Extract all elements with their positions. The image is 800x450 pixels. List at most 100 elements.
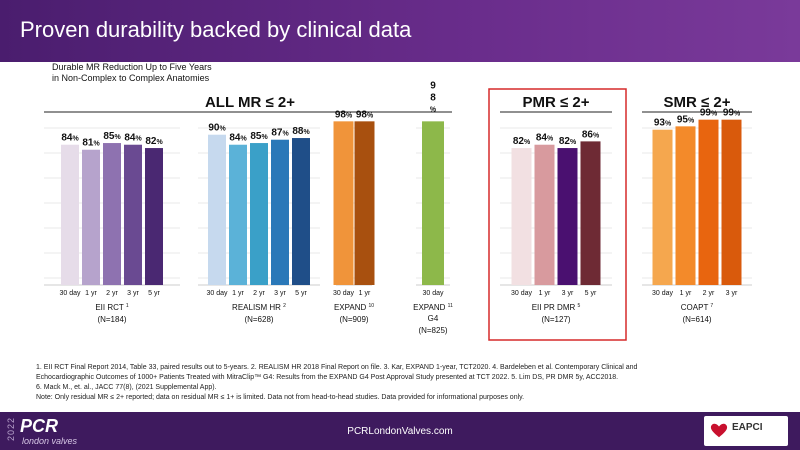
group-label-text: EXPAND	[334, 303, 369, 312]
group-label-superscript: 5	[578, 303, 581, 309]
data-label-unit: %	[688, 117, 695, 124]
data-label: 98%	[335, 109, 353, 120]
data-label-unit: %	[593, 132, 600, 139]
group-label-text: EII PR DMR	[532, 303, 578, 312]
group-label-superscript: 1	[126, 303, 129, 309]
bar	[124, 144, 142, 285]
data-label-value: 90	[208, 123, 220, 134]
group-label-line-2: G4	[428, 314, 439, 323]
x-tick-label: 1 yr	[232, 290, 244, 297]
chart-subtitle: Durable MR Reduction Up to Five Years in…	[52, 62, 212, 84]
data-label-value: 82	[513, 136, 525, 147]
data-label: 84%	[536, 133, 554, 144]
bar	[229, 144, 247, 285]
x-tick-label: 5 yr	[585, 290, 597, 297]
footnote-line-3: 6. Mack M., et. al., JACC 77(8), (2021 S…	[36, 384, 217, 391]
bar	[271, 139, 289, 285]
data-label-unit: %	[135, 136, 142, 143]
bar	[354, 121, 375, 285]
x-tick-label: 30 day	[333, 290, 355, 297]
x-tick-label: 5 yr	[295, 290, 307, 297]
x-tick-label: 3 yr	[274, 290, 286, 297]
data-label-unit: %	[547, 136, 554, 143]
pcr-logo: PCR	[20, 416, 59, 436]
data-label: 90%	[208, 123, 226, 134]
data-label-unit: %	[734, 111, 741, 118]
bar	[652, 129, 673, 285]
data-label-unit: %	[219, 126, 226, 133]
group-sample-size: (N=909)	[339, 315, 368, 324]
data-label-value: 98	[335, 109, 347, 120]
group-sample-size: (N=825)	[418, 326, 447, 335]
x-tick-label: 1 yr	[359, 290, 371, 297]
data-label-unit: %	[240, 136, 247, 143]
pmr-highlight-box	[488, 88, 627, 341]
x-tick-label: 3 yr	[562, 290, 574, 297]
data-label-value: 84	[536, 133, 548, 144]
footnote-line-4: Note: Only residual MR ≤ 2+ reported; da…	[36, 394, 525, 401]
group-label-superscript: 10	[368, 303, 374, 309]
subtitle-line-1: Durable MR Reduction Up to Five Years	[52, 62, 212, 72]
title-bar: Proven durability backed by clinical dat…	[0, 0, 800, 62]
data-label-value: 99	[723, 108, 735, 119]
data-label-unit: %	[367, 112, 374, 119]
data-label: 82%	[513, 136, 531, 147]
data-label-value: 95	[677, 114, 689, 125]
data-label: 9	[430, 80, 436, 91]
group-sample-size: (N=614)	[682, 315, 711, 324]
data-label-unit: %	[114, 134, 121, 141]
x-tick-label: 3 yr	[127, 290, 139, 297]
group-sample-size: (N=628)	[244, 315, 273, 324]
data-label: 82%	[145, 136, 163, 147]
footer-url[interactable]: PCRLondonValves.com	[347, 426, 453, 437]
data-label-unit: %	[72, 136, 79, 143]
x-tick-label: 30 day	[59, 290, 81, 297]
data-label: 84%	[229, 133, 247, 144]
group-sample-size: (N=184)	[97, 315, 126, 324]
data-label-value: 87	[271, 128, 283, 139]
bar	[422, 121, 444, 285]
x-tick-label: 3 yr	[726, 290, 738, 297]
data-label-unit: %	[282, 131, 289, 138]
bar	[675, 126, 696, 285]
footnote-line-2: Echocardiographic Outcomes of 1000+ Pati…	[36, 374, 619, 381]
data-label-unit: %	[430, 106, 437, 113]
bar	[580, 141, 601, 285]
x-tick-label: 30 day	[206, 290, 228, 297]
data-label: 88%	[292, 126, 310, 137]
x-tick-label: 5 yr	[148, 290, 160, 297]
data-label-value: 98	[356, 109, 368, 120]
data-label-unit: %	[711, 111, 718, 118]
footer-bar: 2022 PCR london valves PCRLondonValves.c…	[0, 412, 800, 450]
data-label: 85%	[103, 131, 121, 142]
page-title: Proven durability backed by clinical dat…	[20, 17, 412, 42]
data-label-unit: %	[665, 121, 672, 128]
group-label: EII PR DMR 5	[532, 303, 581, 312]
group-label: EII RCT 1	[95, 303, 129, 312]
data-label-value: 93	[654, 118, 666, 129]
x-tick-label: 1 yr	[85, 290, 97, 297]
bar	[534, 144, 555, 285]
bar	[61, 144, 79, 285]
pcr-logo-subtitle: london valves	[22, 436, 78, 446]
chart-layer: ALL MR ≤ 2+ PMR ≤ 2+ SMR ≤ 2+84%30 day81%1…	[44, 80, 752, 335]
data-label-value: 85	[103, 131, 115, 142]
data-label: 81%	[82, 138, 100, 149]
data-label-value: 81	[82, 138, 94, 149]
data-label: 84%	[61, 133, 79, 144]
group-label: EXPAND 10	[334, 303, 374, 312]
section-header-pmr: PMR ≤ 2+	[522, 94, 589, 111]
footnotes: 1. EII RCT Final Report 2014, Table 33, …	[36, 363, 776, 403]
data-label-unit: %	[570, 139, 577, 146]
data-label: 85%	[250, 131, 268, 142]
bar	[511, 148, 532, 285]
eapci-logo: EAPCI	[704, 416, 788, 446]
x-tick-label: 30 day	[422, 290, 444, 297]
bar	[557, 148, 578, 285]
data-label-value: 85	[250, 131, 262, 142]
group-label-text: COAPT	[681, 303, 711, 312]
group-label-text: EXPAND	[413, 303, 448, 312]
bar	[82, 149, 100, 285]
group-label: EXPAND 11	[413, 303, 453, 312]
bar	[145, 148, 163, 285]
